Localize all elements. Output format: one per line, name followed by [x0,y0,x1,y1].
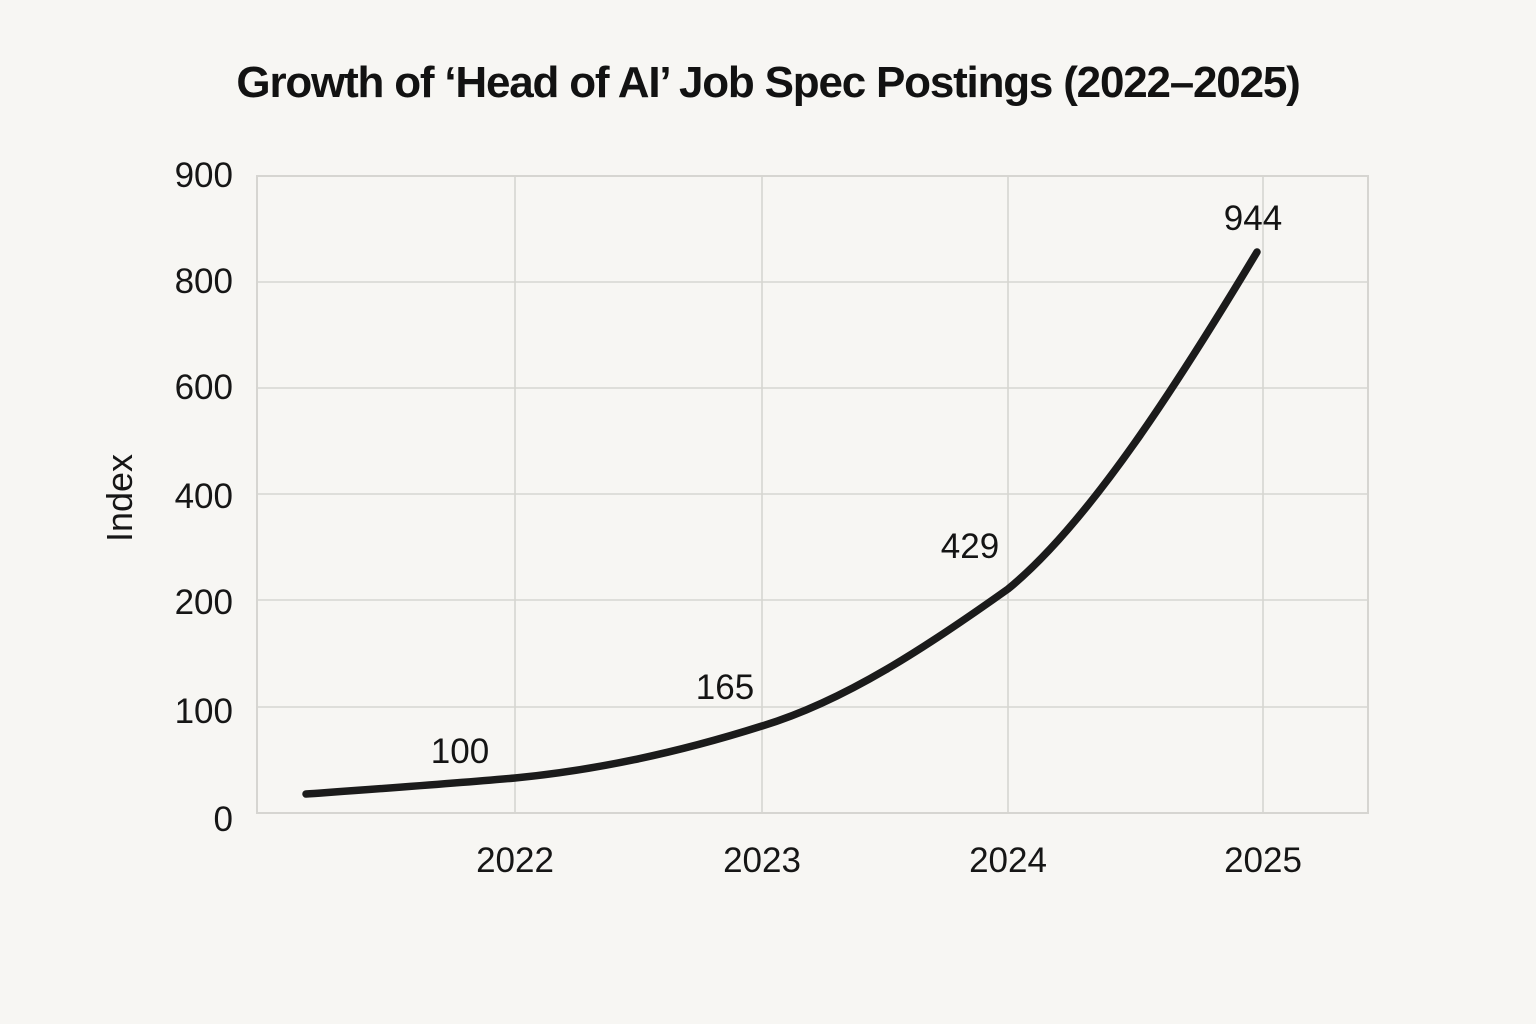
x-tick-label: 2025 [1224,841,1302,880]
y-tick-label: 400 [174,477,233,516]
data-point-label: 100 [430,732,490,771]
data-point-label: 165 [695,668,755,707]
trend-line [302,248,1261,798]
y-tick-label: 600 [174,368,233,407]
y-tick-label: 800 [174,262,233,301]
chart-title: Growth of ‘Head of AI’ Job Spec Postings… [236,58,1300,107]
y-tick-label: 100 [174,692,233,731]
y-tick-label: 200 [174,583,233,622]
y-tick-label: 900 [174,156,233,195]
data-point-label: 944 [1223,199,1283,238]
y-tick-label: 0 [213,800,233,839]
x-tick-label: 2022 [476,841,554,880]
x-tick-label: 2023 [723,841,801,880]
data-point-label: 429 [940,527,1000,566]
x-gridlines [514,176,1264,813]
x-tick-label: 2024 [969,841,1047,880]
